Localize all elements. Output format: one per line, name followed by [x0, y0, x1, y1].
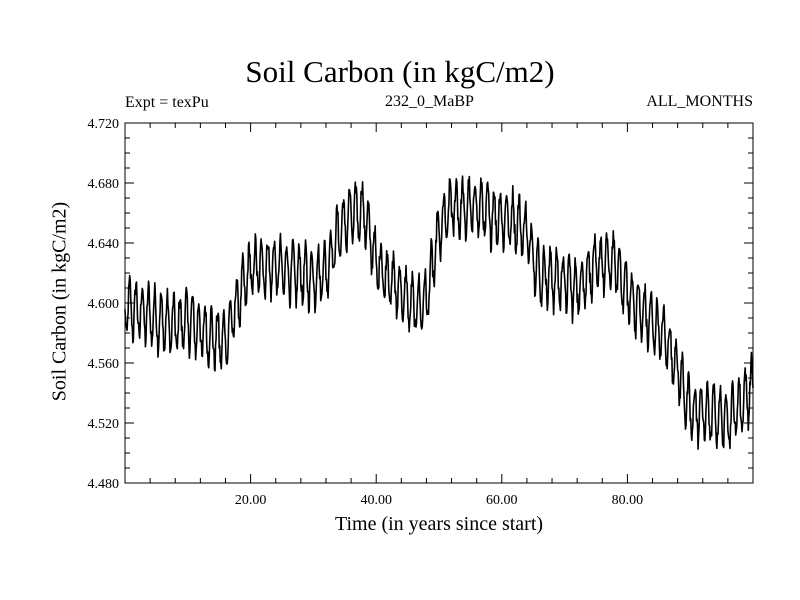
y-tick-label-1: 4.520 — [88, 417, 120, 432]
months-label: ALL_MONTHS — [646, 93, 753, 110]
series-layer — [124, 175, 754, 450]
y-tick-label-4: 4.640 — [88, 237, 120, 252]
chart-title: Soil Carbon (in kgC/m2) — [245, 54, 555, 89]
experiment-label: Expt = texPu — [125, 94, 209, 111]
y-tick-label-0: 4.480 — [88, 477, 120, 492]
y-tick-label-5: 4.680 — [88, 177, 120, 192]
x-axis-label: Time (in years since start) — [334, 513, 544, 535]
chart-subtitle: 232_0_MaBP — [385, 93, 474, 110]
ticks-layer: 4.480 4.520 4.560 4.600 4.640 4.680 4.720 20.00… — [88, 117, 753, 508]
y-tick-label-6: 4.720 — [88, 117, 120, 132]
x-tick-label-3: 80.00 — [612, 493, 644, 508]
x-tick-label-0: 20.00 — [235, 493, 267, 508]
x-tick-label-2: 60.00 — [486, 493, 518, 508]
series-line-0 — [124, 175, 754, 450]
plot-frame — [124, 122, 754, 484]
y-tick-label-2: 4.560 — [88, 357, 120, 372]
y-tick-label-3: 4.600 — [88, 297, 120, 312]
x-tick-label-1: 40.00 — [360, 493, 392, 508]
